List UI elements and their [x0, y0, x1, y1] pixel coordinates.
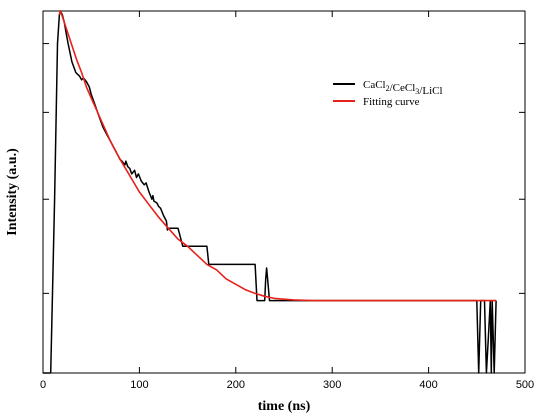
x-tick-label: 500 [516, 379, 534, 391]
plot-frame [42, 10, 526, 374]
fitting-curve-line [58, 10, 497, 302]
x-tick-label: 0 [40, 379, 46, 391]
y-axis-title: Intensity (a.u.) [5, 148, 20, 236]
series-layer [43, 10, 497, 374]
legend-label: CaCl2/CeCl3/LiCl [363, 79, 443, 97]
legend-label: Fitting curve [363, 96, 420, 108]
y-axis-ticks [43, 43, 525, 294]
x-tick-label: 200 [227, 379, 245, 391]
x-axis-ticks: 0 100 200 300 400 500 [40, 11, 534, 391]
measured-decay-line [43, 10, 497, 374]
x-tick-label: 100 [130, 379, 148, 391]
x-tick-label: 300 [323, 379, 341, 391]
x-axis-title: time (ns) [258, 399, 311, 414]
x-tick-label: 400 [419, 379, 437, 391]
